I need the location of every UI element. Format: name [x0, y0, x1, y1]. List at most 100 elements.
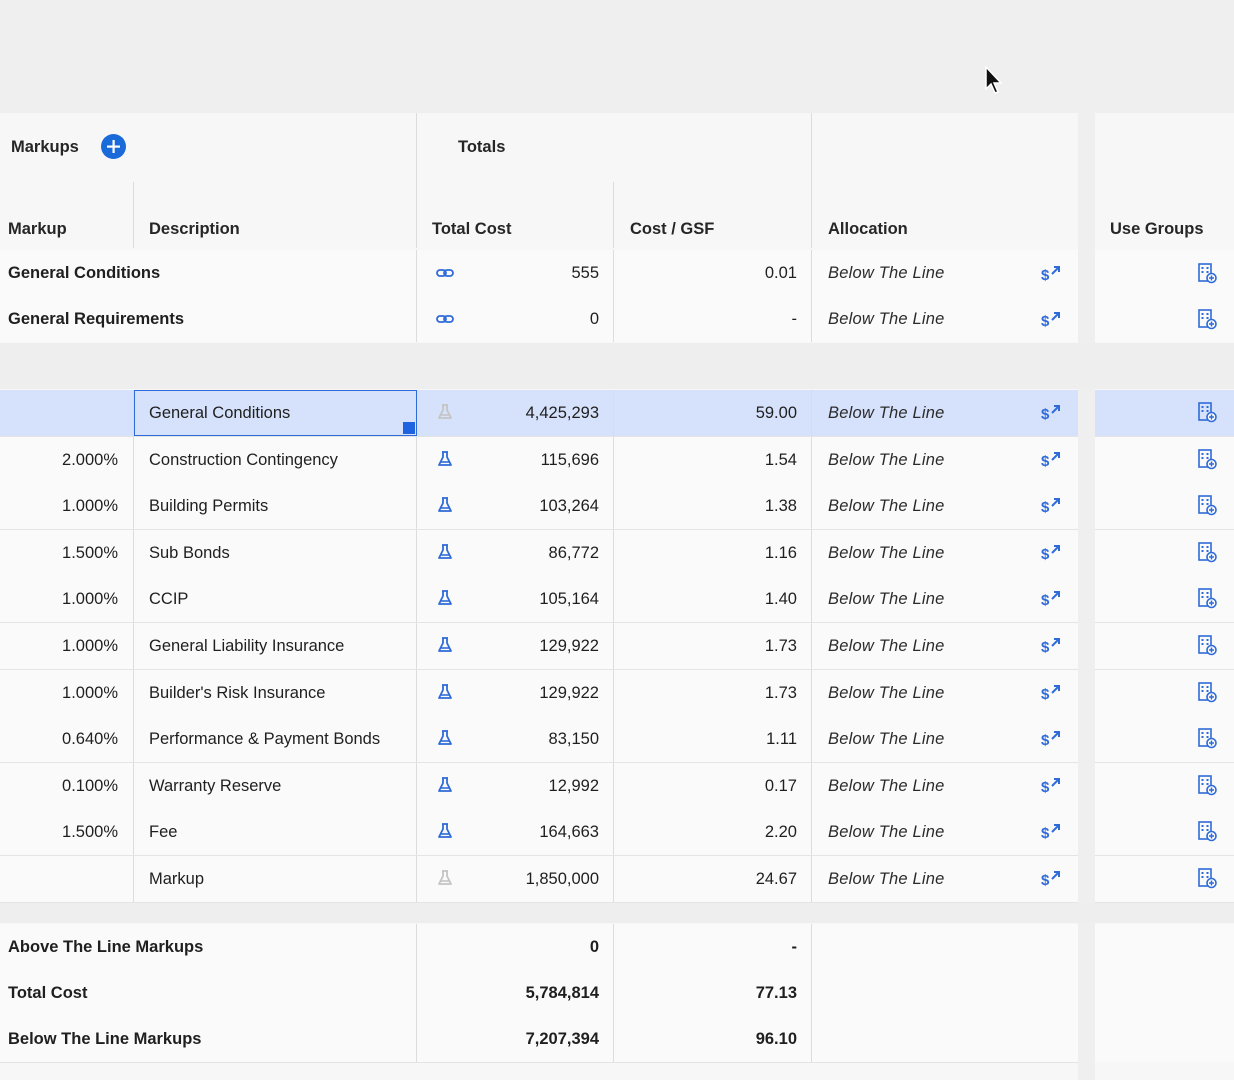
dollar-arrow-icon[interactable]: $: [1040, 263, 1062, 284]
dollar-arrow-icon[interactable]: $: [1040, 309, 1062, 330]
markup-description[interactable]: Building Permits: [149, 497, 269, 515]
building-plus-icon[interactable]: [1197, 541, 1217, 563]
flask-icon[interactable]: [435, 775, 455, 795]
group-row[interactable]: General Requirements 0 - Below The Line $: [0, 296, 1234, 342]
markup-percent[interactable]: 2.000%: [62, 451, 118, 469]
building-plus-icon[interactable]: [1197, 262, 1217, 284]
flask-icon[interactable]: [435, 449, 455, 469]
svg-text:$: $: [1041, 267, 1050, 283]
allocation-value[interactable]: Below The Line: [828, 544, 945, 562]
allocation-value[interactable]: Below The Line: [828, 684, 945, 702]
link-icon[interactable]: [435, 309, 455, 329]
markup-description[interactable]: Warranty Reserve: [149, 777, 282, 795]
markup-description[interactable]: General Liability Insurance: [149, 637, 345, 655]
markup-description[interactable]: Performance & Payment Bonds: [149, 730, 381, 748]
markup-percent[interactable]: 1.500%: [62, 823, 118, 841]
allocation-value[interactable]: Below The Line: [828, 310, 945, 328]
allocation-value[interactable]: Below The Line: [828, 404, 945, 422]
allocation-value[interactable]: Below The Line: [828, 590, 945, 608]
flask-icon[interactable]: [435, 821, 455, 841]
markup-row[interactable]: 1.500% Fee 164,663 2.20 Below The Line $: [0, 809, 1234, 856]
dollar-arrow-icon[interactable]: $: [1040, 682, 1062, 703]
column-header-description[interactable]: Description: [149, 220, 240, 238]
dollar-arrow-icon[interactable]: $: [1040, 635, 1062, 656]
markup-row[interactable]: 1.000% CCIP 105,164 1.40 Below The Line $: [0, 576, 1234, 623]
allocation-value[interactable]: Below The Line: [828, 264, 945, 282]
markup-percent[interactable]: 1.000%: [62, 497, 118, 515]
dollar-arrow-icon[interactable]: $: [1040, 821, 1062, 842]
markup-total-cost: 4,425,293: [525, 404, 599, 422]
markup-row[interactable]: Markup 1,850,000 24.67 Below The Line $: [0, 856, 1234, 903]
flask-icon[interactable]: [435, 635, 455, 655]
markup-description[interactable]: Builder's Risk Insurance: [149, 684, 326, 702]
dollar-arrow-icon[interactable]: $: [1040, 728, 1062, 749]
allocation-value[interactable]: Below The Line: [828, 497, 945, 515]
building-plus-icon[interactable]: [1197, 867, 1217, 889]
markup-percent[interactable]: 1.000%: [62, 637, 118, 655]
flask-icon[interactable]: [435, 402, 455, 422]
markup-cost-gsf: 1.16: [764, 544, 797, 562]
allocation-value[interactable]: Below The Line: [828, 823, 945, 841]
markup-description[interactable]: Markup: [149, 870, 205, 888]
building-plus-icon[interactable]: [1197, 494, 1217, 516]
markup-percent[interactable]: 1.500%: [62, 544, 118, 562]
building-plus-icon[interactable]: [1197, 820, 1217, 842]
column-header-total-cost[interactable]: Total Cost: [432, 220, 512, 238]
flask-icon[interactable]: [435, 495, 455, 515]
markup-row[interactable]: 1.500% Sub Bonds 86,772 1.16 Below The Line $: [0, 530, 1234, 577]
dollar-arrow-icon[interactable]: $: [1040, 588, 1062, 609]
markup-description[interactable]: Fee: [149, 823, 178, 841]
dollar-arrow-icon[interactable]: $: [1040, 402, 1062, 423]
dollar-arrow-icon[interactable]: $: [1040, 542, 1062, 563]
fill-handle[interactable]: [403, 422, 415, 434]
dollar-arrow-icon[interactable]: $: [1040, 775, 1062, 796]
add-markup-button[interactable]: [101, 134, 126, 159]
column-header-allocation[interactable]: Allocation: [828, 220, 908, 238]
dollar-arrow-icon[interactable]: $: [1040, 449, 1062, 470]
flask-icon[interactable]: [435, 868, 455, 888]
allocation-value[interactable]: Below The Line: [828, 777, 945, 795]
allocation-value[interactable]: Below The Line: [828, 730, 945, 748]
markup-percent[interactable]: 1.000%: [62, 684, 118, 702]
building-plus-icon[interactable]: [1197, 727, 1217, 749]
markup-total-cost: 1,850,000: [525, 870, 599, 888]
markup-row[interactable]: 1.000% General Liability Insurance 129,922…: [0, 623, 1234, 670]
markup-row[interactable]: General Conditions 4,425,293 59.00 Below Th…: [0, 390, 1234, 437]
markup-row[interactable]: 0.640% Performance & Payment Bonds 83,150 1…: [0, 716, 1234, 763]
markup-description[interactable]: Construction Contingency: [149, 451, 338, 469]
markup-row[interactable]: 0.100% Warranty Reserve 12,992 0.17 Below Th…: [0, 763, 1234, 810]
markup-percent[interactable]: 0.100%: [62, 777, 118, 795]
column-header-cost-gsf[interactable]: Cost / GSF: [630, 220, 715, 238]
dollar-arrow-icon[interactable]: $: [1040, 868, 1062, 889]
markup-row[interactable]: 1.000% Builder's Risk Insurance 129,922 1.7…: [0, 670, 1234, 717]
allocation-value[interactable]: Below The Line: [828, 870, 945, 888]
building-plus-icon[interactable]: [1197, 401, 1217, 423]
building-plus-icon[interactable]: [1197, 634, 1217, 656]
flask-icon[interactable]: [435, 682, 455, 702]
markup-description[interactable]: General Conditions: [149, 404, 291, 422]
flask-icon[interactable]: [435, 728, 455, 748]
markup-row[interactable]: 1.000% Building Permits 103,264 1.38 Below T…: [0, 483, 1234, 530]
markup-percent[interactable]: 1.000%: [62, 590, 118, 608]
building-plus-icon[interactable]: [1197, 308, 1217, 330]
markup-total-cost: 12,992: [548, 777, 599, 795]
flask-icon[interactable]: [435, 588, 455, 608]
column-header-markup[interactable]: Markup: [8, 220, 67, 238]
markup-percent[interactable]: 0.640%: [62, 730, 118, 748]
flask-icon[interactable]: [435, 542, 455, 562]
allocation-value[interactable]: Below The Line: [828, 451, 945, 469]
column-header-use-groups[interactable]: Use Groups: [1110, 220, 1204, 238]
building-plus-icon[interactable]: [1197, 587, 1217, 609]
group-cost-gsf: -: [791, 310, 798, 328]
link-icon[interactable]: [435, 263, 455, 283]
svg-text:$: $: [1041, 779, 1050, 795]
markup-row[interactable]: 2.000% Construction Contingency 115,696 1.5…: [0, 437, 1234, 484]
markup-description[interactable]: Sub Bonds: [149, 544, 230, 562]
group-row[interactable]: General Conditions 555 0.01 Below The Line $: [0, 250, 1234, 296]
markup-description[interactable]: CCIP: [149, 590, 189, 608]
building-plus-icon[interactable]: [1197, 448, 1217, 470]
allocation-value[interactable]: Below The Line: [828, 637, 945, 655]
building-plus-icon[interactable]: [1197, 681, 1217, 703]
dollar-arrow-icon[interactable]: $: [1040, 495, 1062, 516]
building-plus-icon[interactable]: [1197, 774, 1217, 796]
